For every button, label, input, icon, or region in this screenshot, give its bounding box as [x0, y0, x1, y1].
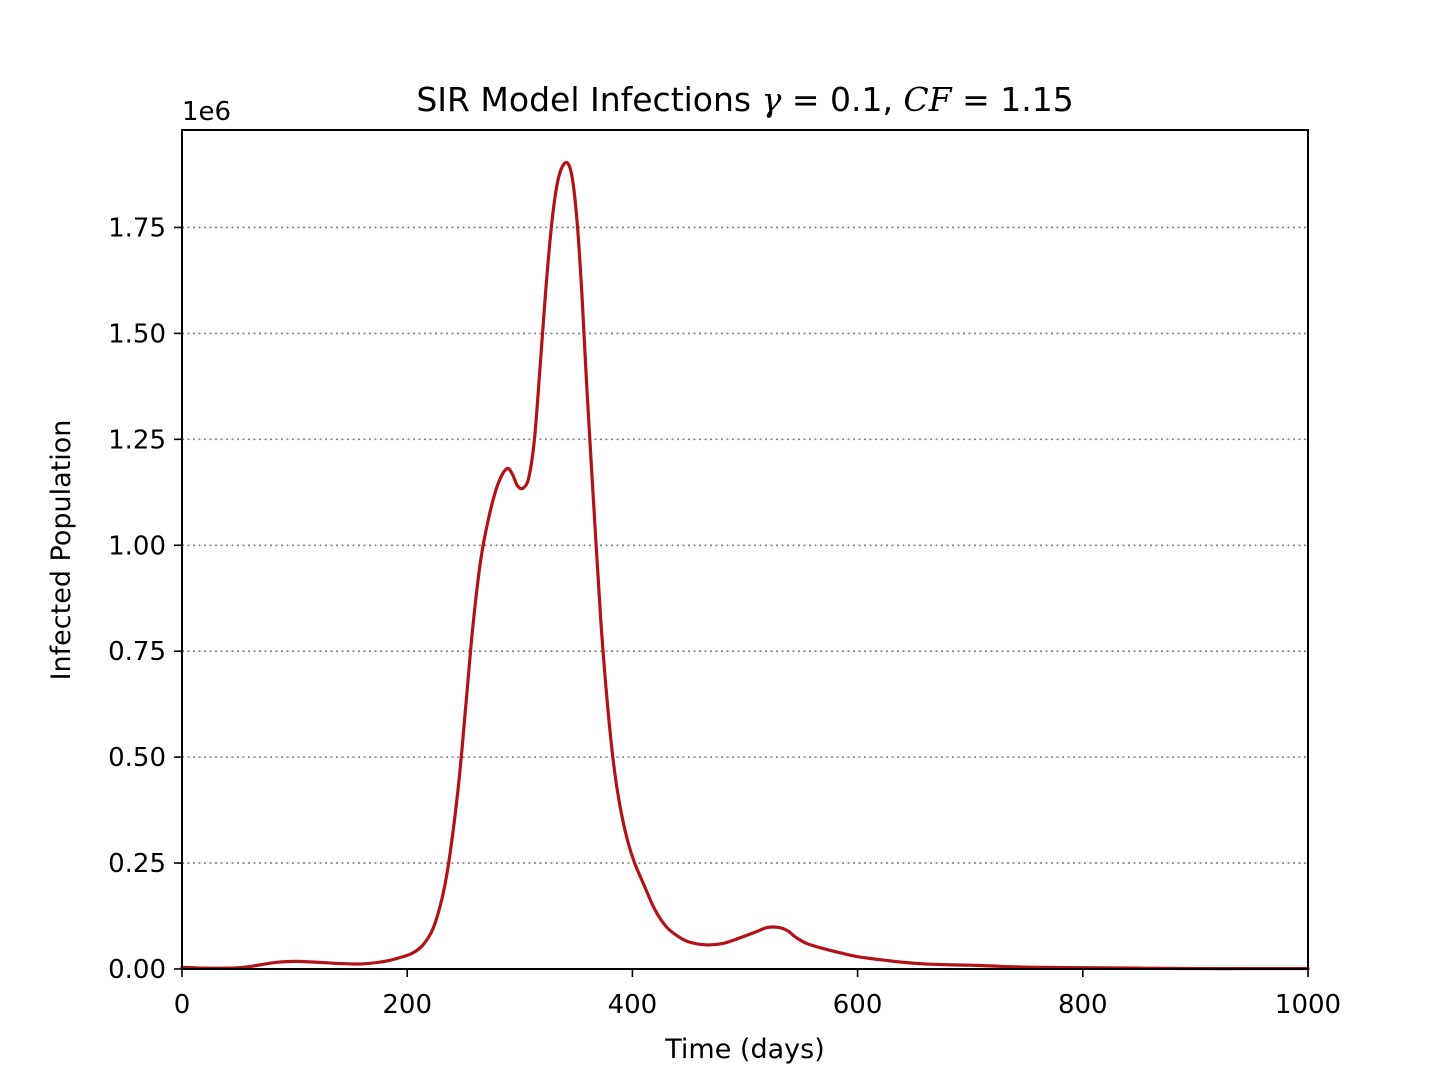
x-tick-label-0: 0 — [174, 990, 191, 1020]
y-axis-label: Infected Population — [46, 420, 77, 681]
grid-lines — [182, 226, 1308, 864]
x-tick-label-1: 200 — [382, 990, 432, 1020]
title-cf-value: = 1.15 — [952, 80, 1074, 119]
x-axis-label: Time (days) — [664, 1034, 824, 1065]
x-tick-label-4: 800 — [1058, 990, 1108, 1020]
y-tick-label-5: 1.25 — [108, 425, 166, 455]
x-tick-label-2: 400 — [608, 990, 658, 1020]
series-line-0 — [180, 160, 1310, 971]
y-tick-label-6: 1.50 — [108, 319, 166, 349]
title-prefix: SIR Model Infections — [416, 80, 761, 119]
x-tick-label-3: 600 — [833, 990, 883, 1020]
title-cf-symbol: CF — [903, 80, 952, 119]
x-tick-label-5: 1000 — [1275, 990, 1341, 1020]
y-tick-label-2: 0.50 — [108, 743, 166, 773]
y-offset-text: 1e6 — [182, 97, 231, 127]
chart-title: SIR Model Infections γ = 0.1, CF = 1.15 — [416, 80, 1073, 119]
y-tick-label-1: 0.25 — [108, 849, 166, 879]
plot-frame — [181, 129, 1309, 970]
title-gamma-value: = 0.1, — [781, 80, 903, 119]
plot-area — [180, 160, 1310, 971]
y-tick-label-3: 0.75 — [108, 637, 166, 667]
x-axis: 0 200 400 600 800 1000 — [174, 969, 1341, 1020]
y-tick-label-7: 1.75 — [108, 213, 166, 243]
title-gamma-symbol: γ — [762, 80, 782, 119]
y-axis: 0.00 0.25 0.50 0.75 1.00 1.25 1.50 1.75 — [108, 213, 182, 985]
y-tick-label-4: 1.00 — [108, 531, 166, 561]
y-tick-label-0: 0.00 — [108, 955, 166, 985]
